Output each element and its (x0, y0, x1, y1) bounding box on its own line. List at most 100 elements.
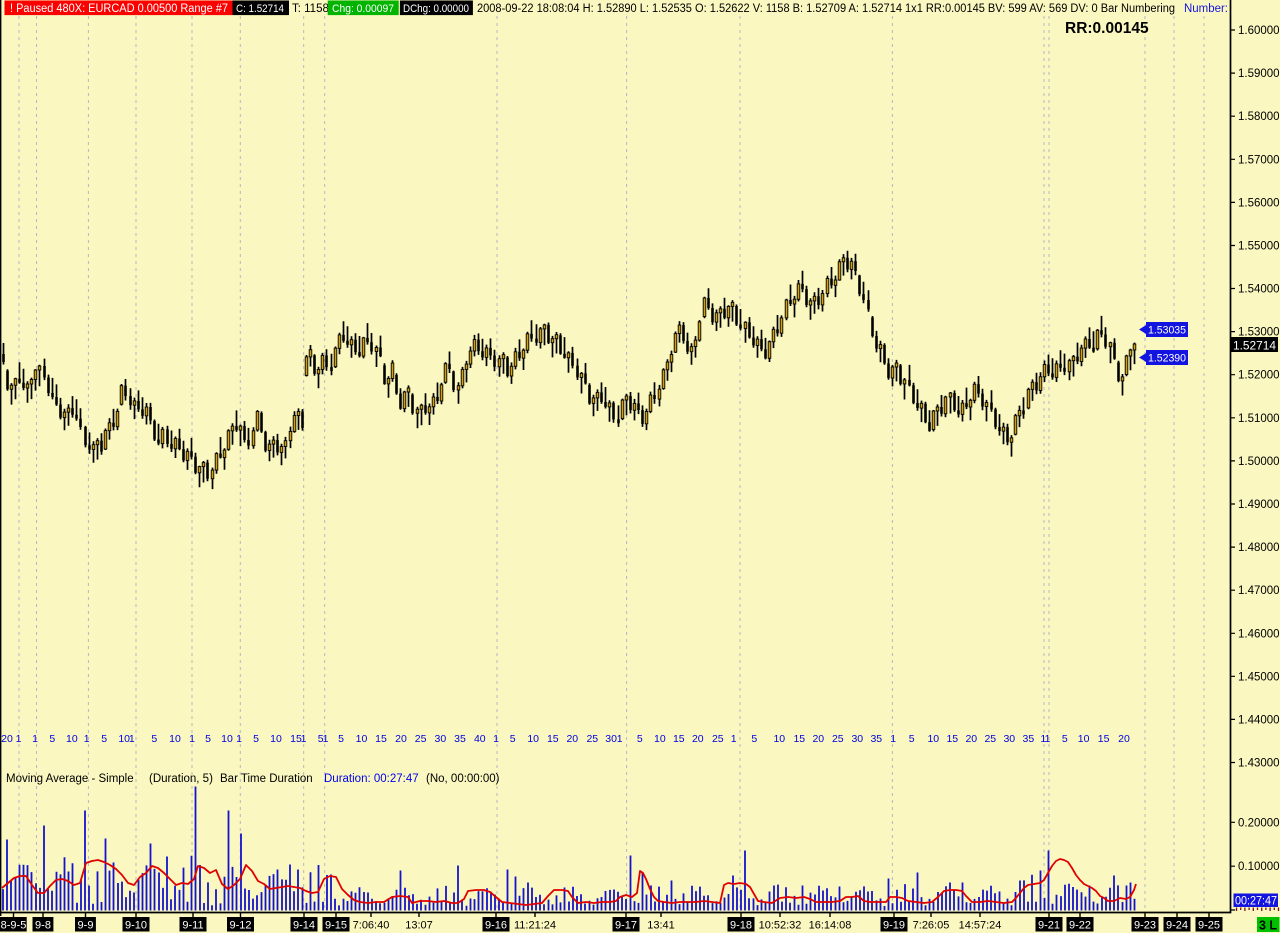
svg-text:1.45000: 1.45000 (1238, 671, 1280, 683)
svg-text:25: 25 (984, 733, 996, 745)
svg-text:1: 1 (1040, 733, 1046, 745)
svg-text:8-9-5: 8-9-5 (1, 920, 27, 932)
svg-text:10: 10 (654, 733, 666, 745)
svg-text:1.50000: 1.50000 (1238, 456, 1280, 468)
svg-text:2008-09-22 18:08:04 H: 1.52890: 2008-09-22 18:08:04 H: 1.52890 L: 1.5253… (477, 3, 1175, 15)
svg-text:1.57000: 1.57000 (1238, 154, 1280, 166)
svg-text:15: 15 (946, 733, 958, 745)
svg-text:5: 5 (318, 733, 324, 745)
svg-text:1: 1 (301, 733, 307, 745)
svg-text:9-17: 9-17 (615, 920, 637, 932)
svg-text:10: 10 (169, 733, 181, 745)
svg-text:5: 5 (751, 733, 757, 745)
svg-text:9-12: 9-12 (229, 920, 251, 932)
svg-text:13:41: 13:41 (647, 920, 675, 932)
svg-text:0.10000: 0.10000 (1238, 861, 1280, 873)
svg-text:15: 15 (793, 733, 805, 745)
svg-text:RR:0.00145: RR:0.00145 (1065, 20, 1149, 37)
svg-text:1: 1 (16, 733, 22, 745)
svg-text:00:27:47: 00:27:47 (1235, 896, 1277, 908)
svg-text:20: 20 (965, 733, 977, 745)
svg-text:20: 20 (1118, 733, 1130, 745)
svg-text:1: 1 (84, 733, 90, 745)
svg-text:10: 10 (773, 733, 785, 745)
svg-text:5: 5 (205, 733, 211, 745)
svg-text:1: 1 (32, 733, 38, 745)
svg-text:10: 10 (118, 733, 130, 745)
svg-text:9-9: 9-9 (78, 920, 94, 932)
svg-text:Chg: 0.00097: Chg: 0.00097 (332, 3, 394, 15)
svg-text:C: 1.52714: C: 1.52714 (236, 3, 284, 15)
svg-text:DChg: 0.00000: DChg: 0.00000 (403, 3, 469, 15)
svg-text:1.53035: 1.53035 (1148, 325, 1186, 337)
svg-text:Number:: Number: (1184, 3, 1228, 15)
svg-text:1.48000: 1.48000 (1238, 542, 1280, 554)
svg-text:9-18: 9-18 (730, 920, 752, 932)
svg-text:9-25: 9-25 (1198, 920, 1220, 932)
svg-text:3 L: 3 L (1259, 919, 1277, 933)
svg-text:25: 25 (832, 733, 844, 745)
svg-text:35: 35 (870, 733, 882, 745)
svg-text:1: 1 (890, 733, 896, 745)
svg-text:25: 25 (586, 733, 598, 745)
svg-text:40: 40 (474, 733, 486, 745)
svg-text:1.51000: 1.51000 (1238, 413, 1280, 425)
svg-text:9-11: 9-11 (182, 920, 203, 932)
svg-text:20: 20 (395, 733, 407, 745)
svg-text:15: 15 (673, 733, 685, 745)
svg-text:Duration: 00:27:47: Duration: 00:27:47 (324, 773, 419, 785)
svg-text:25: 25 (415, 733, 427, 745)
svg-text:9-15: 9-15 (325, 920, 347, 932)
svg-text:5: 5 (151, 733, 157, 745)
svg-text:(No, 00:00:00): (No, 00:00:00) (426, 773, 500, 785)
svg-text:1.54000: 1.54000 (1238, 284, 1280, 296)
svg-text:7:06:40: 7:06:40 (353, 920, 390, 932)
svg-text:1.43000: 1.43000 (1238, 758, 1280, 770)
svg-text:30: 30 (1003, 733, 1015, 745)
svg-text:15: 15 (375, 733, 387, 745)
svg-text:5: 5 (253, 733, 259, 745)
svg-text:1.53000: 1.53000 (1238, 327, 1280, 339)
svg-text:1.52714: 1.52714 (1233, 339, 1276, 353)
svg-text:! Paused 480X: EURCAD 0.00500: ! Paused 480X: EURCAD 0.00500 Range #7 (10, 3, 228, 15)
svg-text:20: 20 (1, 733, 13, 745)
svg-text:T: 1158: T: 1158 (292, 3, 329, 15)
svg-text:Bar Time Duration: Bar Time Duration (220, 773, 313, 785)
svg-text:11:21:24: 11:21:24 (514, 920, 556, 932)
svg-text:Moving Average - Simple: Moving Average - Simple (6, 773, 134, 785)
svg-text:20: 20 (812, 733, 824, 745)
svg-text:9-8: 9-8 (35, 920, 51, 932)
svg-text:1.44000: 1.44000 (1238, 714, 1280, 726)
svg-text:5: 5 (49, 733, 55, 745)
svg-text:20: 20 (566, 733, 578, 745)
svg-text:10: 10 (221, 733, 233, 745)
svg-text:1.58000: 1.58000 (1238, 111, 1280, 123)
svg-text:5: 5 (101, 733, 107, 745)
svg-text:1: 1 (236, 733, 242, 745)
svg-text:1.46000: 1.46000 (1238, 628, 1280, 640)
svg-text:9-23: 9-23 (1134, 920, 1156, 932)
svg-text:14:57:24: 14:57:24 (959, 920, 1002, 932)
svg-text:13:07: 13:07 (405, 920, 433, 932)
svg-text:9-19: 9-19 (883, 920, 905, 932)
svg-text:15: 15 (547, 733, 559, 745)
svg-text:1: 1 (1045, 733, 1051, 745)
svg-text:25: 25 (712, 733, 724, 745)
svg-text:10: 10 (527, 733, 539, 745)
svg-text:5: 5 (338, 733, 344, 745)
svg-text:10: 10 (356, 733, 368, 745)
svg-text:9-10: 9-10 (125, 920, 147, 932)
svg-text:20: 20 (692, 733, 704, 745)
svg-text:1.49000: 1.49000 (1238, 499, 1280, 511)
svg-text:10: 10 (1078, 733, 1090, 745)
svg-text:1.52000: 1.52000 (1238, 370, 1280, 382)
svg-text:5: 5 (637, 733, 643, 745)
svg-text:1: 1 (731, 733, 737, 745)
svg-text:1: 1 (129, 733, 135, 745)
svg-text:9-14: 9-14 (293, 920, 315, 932)
svg-text:(Duration, 5): (Duration, 5) (149, 773, 213, 785)
svg-text:1.47000: 1.47000 (1238, 585, 1280, 597)
svg-text:15: 15 (1098, 733, 1110, 745)
svg-text:30: 30 (605, 733, 617, 745)
svg-text:35: 35 (1023, 733, 1035, 745)
